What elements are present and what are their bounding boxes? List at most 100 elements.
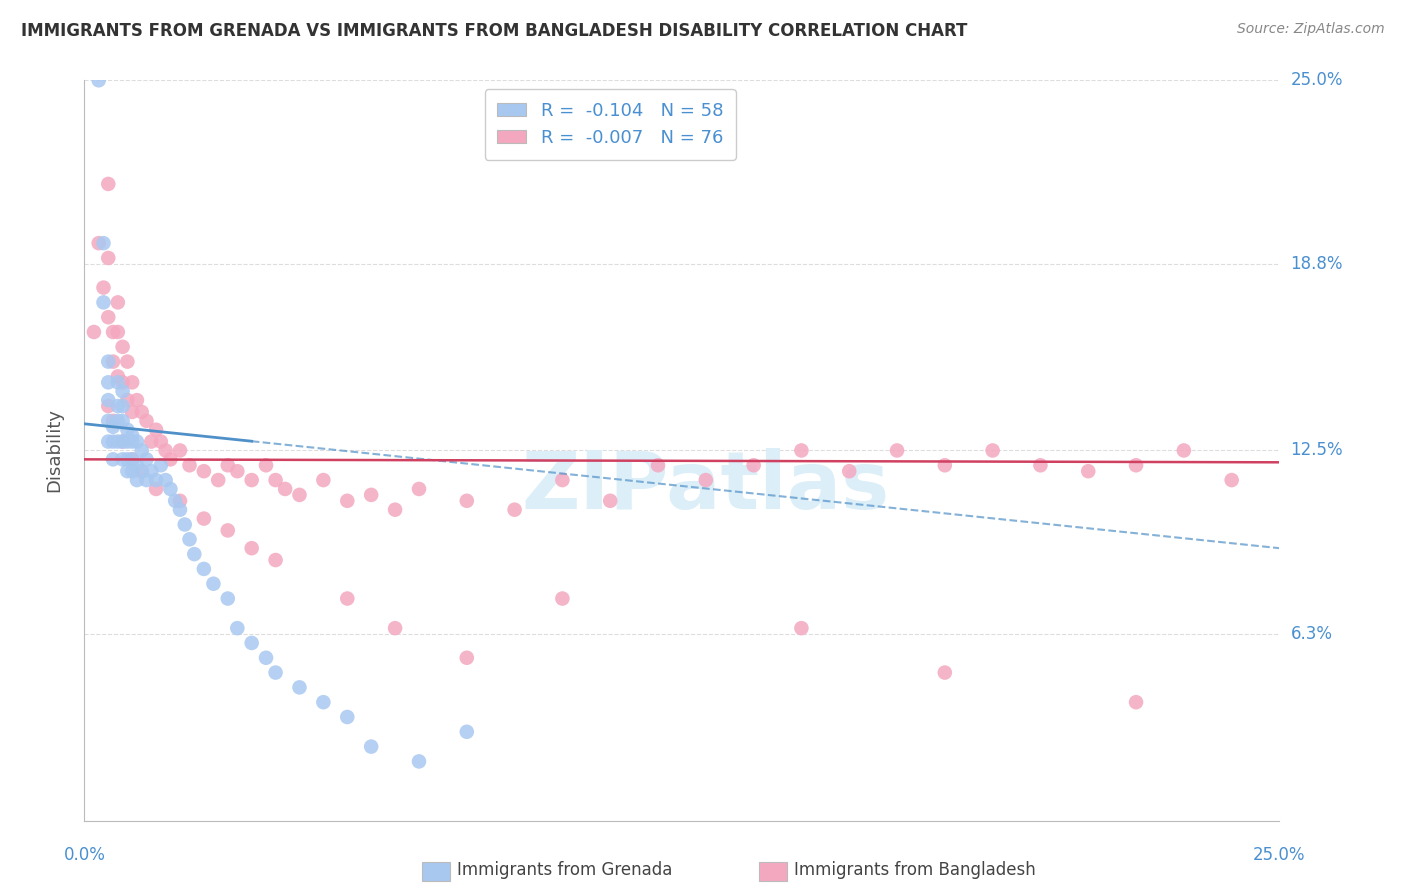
Point [1125, 458, 1147, 473]
Point [217, 524, 239, 538]
Point [107, 434, 129, 449]
Point [226, 464, 249, 478]
Point [264, 665, 287, 680]
Point [288, 488, 311, 502]
Y-axis label: Disability: Disability [45, 409, 63, 492]
Point [111, 414, 134, 428]
Point [121, 452, 143, 467]
Point [145, 482, 167, 496]
Point [217, 591, 239, 606]
Point [1077, 464, 1099, 478]
Point [97, 399, 120, 413]
Point [101, 452, 124, 467]
Point [101, 434, 124, 449]
Point [173, 517, 195, 532]
Point [131, 443, 153, 458]
Point [408, 482, 430, 496]
Point [981, 443, 1004, 458]
Point [131, 464, 153, 478]
Text: 25.0%: 25.0% [1253, 846, 1306, 863]
Point [131, 464, 153, 478]
Text: 12.5%: 12.5% [1291, 442, 1343, 459]
Point [125, 473, 148, 487]
Point [141, 434, 163, 449]
Point [87, 236, 110, 251]
Point [254, 650, 277, 665]
Point [149, 434, 172, 449]
Point [121, 428, 143, 442]
Point [1220, 473, 1243, 487]
Point [97, 393, 120, 408]
Point [107, 376, 129, 390]
Point [336, 493, 359, 508]
Point [121, 434, 143, 449]
Point [135, 473, 157, 487]
Point [125, 434, 148, 449]
Point [695, 473, 717, 487]
Point [141, 464, 163, 478]
Point [149, 458, 172, 473]
Point [274, 482, 297, 496]
Point [125, 458, 148, 473]
Point [93, 295, 115, 310]
Point [934, 458, 956, 473]
Point [107, 295, 129, 310]
Point [121, 405, 143, 419]
Point [1173, 443, 1195, 458]
Point [647, 458, 669, 473]
Legend: R =  -0.104   N = 58, R =  -0.007   N = 76: R = -0.104 N = 58, R = -0.007 N = 76 [485, 89, 735, 160]
Point [101, 325, 124, 339]
Point [207, 473, 229, 487]
Point [226, 621, 249, 635]
Point [111, 434, 134, 449]
Point [169, 443, 191, 458]
Point [159, 452, 181, 467]
Point [101, 419, 124, 434]
Text: 0.0%: 0.0% [63, 846, 105, 863]
Text: 25.0%: 25.0% [1291, 71, 1343, 89]
Point [169, 493, 191, 508]
Point [456, 724, 478, 739]
Point [117, 452, 139, 467]
Point [336, 591, 359, 606]
Point [111, 384, 134, 399]
Point [111, 399, 134, 413]
Point [240, 473, 263, 487]
Point [408, 755, 430, 769]
Point [121, 376, 143, 390]
Point [117, 354, 139, 368]
Point [384, 502, 406, 516]
Point [838, 464, 860, 478]
Point [360, 488, 382, 502]
Point [107, 369, 129, 384]
Point [97, 414, 120, 428]
Point [107, 325, 129, 339]
Point [742, 458, 765, 473]
Point [111, 340, 134, 354]
Point [360, 739, 382, 754]
Point [121, 452, 143, 467]
Point [159, 482, 181, 496]
Point [193, 464, 215, 478]
Point [179, 533, 201, 547]
Point [121, 464, 143, 478]
Point [131, 405, 153, 419]
Point [135, 414, 157, 428]
Point [97, 251, 120, 265]
Point [155, 473, 177, 487]
Point [503, 502, 526, 516]
Text: 6.3%: 6.3% [1291, 625, 1333, 643]
Text: Immigrants from Bangladesh: Immigrants from Bangladesh [794, 861, 1036, 879]
Point [145, 423, 167, 437]
Point [1125, 695, 1147, 709]
Point [336, 710, 359, 724]
Point [97, 434, 120, 449]
Point [312, 473, 335, 487]
Point [384, 621, 406, 635]
Point [117, 423, 139, 437]
Point [456, 493, 478, 508]
Point [264, 473, 287, 487]
Point [107, 399, 129, 413]
Point [790, 621, 813, 635]
Point [202, 576, 225, 591]
